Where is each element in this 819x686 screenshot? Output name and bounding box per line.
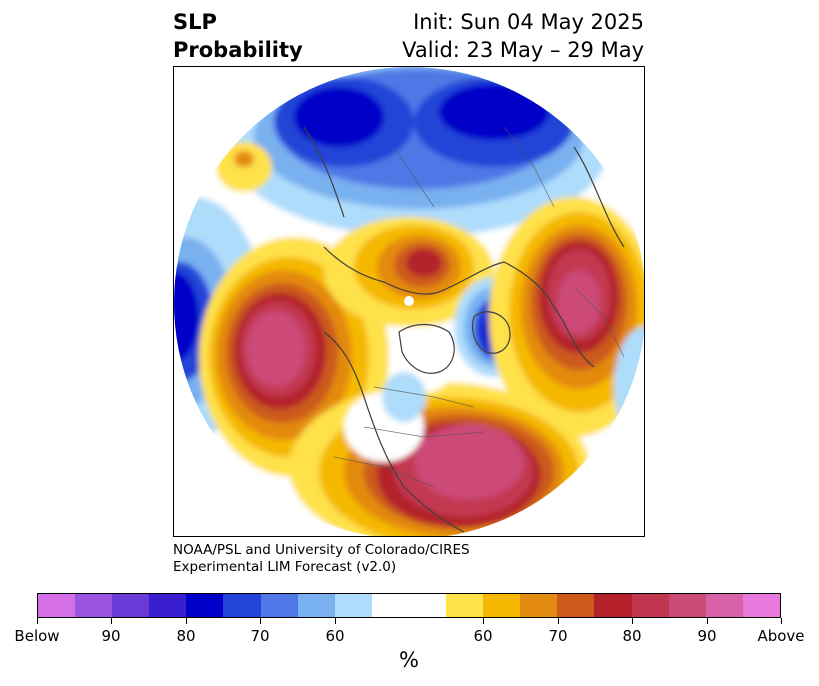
colorbar-segment xyxy=(371,594,447,617)
credit-line-1: NOAA/PSL and University of Colorado/CIRE… xyxy=(173,542,470,558)
colorbar-tick xyxy=(781,618,782,624)
colorbar-tick xyxy=(335,618,336,624)
credit-line-2: Experimental LIM Forecast (v2.0) xyxy=(173,559,397,575)
colorbar-segment xyxy=(742,594,780,617)
polar-map xyxy=(173,66,645,537)
colorbar-segment xyxy=(223,594,261,617)
init-date: Init: Sun 04 May 2025 xyxy=(413,10,644,34)
north-pole-marker xyxy=(404,296,414,306)
colorbar-segment xyxy=(186,594,224,617)
colorbar-segment xyxy=(38,594,76,617)
title-variable: SLP xyxy=(173,10,217,34)
colorbar-tick-label: 60 xyxy=(473,627,493,645)
colorbar-tick-label: 90 xyxy=(101,627,121,645)
colorbar-segment xyxy=(297,594,335,617)
colorbar-tick xyxy=(111,618,112,624)
colorbar-segment xyxy=(75,594,113,617)
colorbar-tick-label: Below xyxy=(14,627,60,645)
colorbar-tick-label: 70 xyxy=(250,627,270,645)
colorbar-segment xyxy=(260,594,298,617)
colorbar-tick-label: 90 xyxy=(697,627,717,645)
colorbar-unit: % xyxy=(399,648,419,672)
colorbar-tick-label: 60 xyxy=(325,627,345,645)
probability-field xyxy=(174,67,644,536)
credit-text: NOAA/PSL and University of Colorado/CIRE… xyxy=(173,542,470,576)
colorbar-tick xyxy=(483,618,484,624)
colorbar-tick xyxy=(37,618,38,624)
colorbar-tick-label: 80 xyxy=(176,627,196,645)
colorbar-segment xyxy=(149,594,187,617)
colorbar-tick-label: 80 xyxy=(622,627,642,645)
colorbar-tick xyxy=(632,618,633,624)
colorbar-segment xyxy=(446,594,484,617)
colorbar xyxy=(37,593,781,618)
colorbar-tick xyxy=(260,618,261,624)
colorbar-segment xyxy=(705,594,743,617)
map-dates: Init: Sun 04 May 2025 Valid: 23 May – 29… xyxy=(402,8,644,64)
colorbar-segment xyxy=(631,594,669,617)
colorbar-segment xyxy=(483,594,521,617)
coastlines xyxy=(303,126,625,533)
colorbar-segment xyxy=(334,594,372,617)
map-title: SLP Probability xyxy=(173,8,303,64)
colorbar-tick-label: 70 xyxy=(548,627,568,645)
colorbar-segment xyxy=(520,594,558,617)
colorbar-segment xyxy=(668,594,706,617)
borders xyxy=(333,126,625,488)
colorbar-tick-label: Above xyxy=(757,627,805,645)
title-product: Probability xyxy=(173,38,303,62)
valid-range: Valid: 23 May – 29 May xyxy=(402,38,644,62)
colorbar-segment xyxy=(112,594,150,617)
colorbar-segment xyxy=(557,594,595,617)
colorbar-segment xyxy=(594,594,632,617)
colorbar-tick xyxy=(186,618,187,624)
colorbar-tick xyxy=(707,618,708,624)
colorbar-tick xyxy=(558,618,559,624)
